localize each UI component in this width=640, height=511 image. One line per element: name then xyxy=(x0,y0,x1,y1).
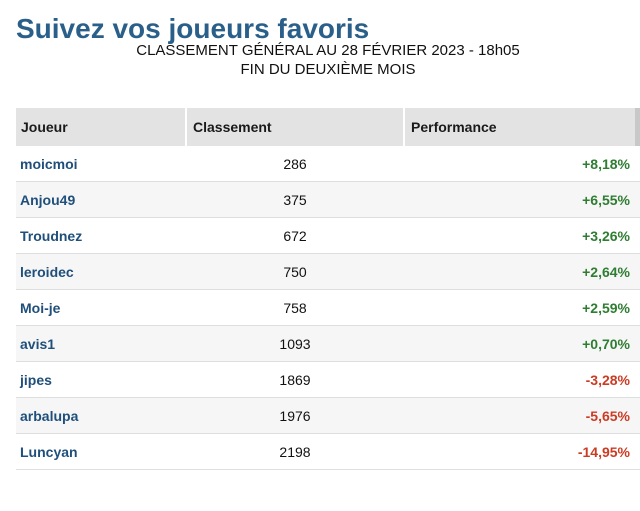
player-rank: 375 xyxy=(186,181,404,218)
table-row: Troudnez 672 +3,26% xyxy=(16,217,640,254)
table-row: leroidec 750 +2,64% xyxy=(16,253,640,290)
player-rank: 1976 xyxy=(186,397,404,434)
player-rank: 1093 xyxy=(186,325,404,362)
table-row: Anjou49 375 +6,55% xyxy=(16,181,640,218)
table-row: avis1 1093 +0,70% xyxy=(16,325,640,362)
player-name-link[interactable]: Troudnez xyxy=(16,217,186,254)
player-rank: 286 xyxy=(186,146,404,182)
player-rank: 1869 xyxy=(186,361,404,398)
player-name-link[interactable]: moicmoi xyxy=(16,146,186,182)
table-row: Moi-je 758 +2,59% xyxy=(16,289,640,326)
player-performance: +2,59% xyxy=(404,289,640,326)
favorites-table-container: Joueur Classement Performance moicmoi 286… xyxy=(16,108,640,470)
table-body: moicmoi 286 +8,18% Anjou49 375 +6,55% Troudnez… xyxy=(16,146,640,470)
player-performance: -3,28% xyxy=(404,361,640,398)
ranking-date-subtitle: CLASSEMENT GÉNÉRAL AU 28 FÉVRIER 2023 - … xyxy=(136,42,520,59)
player-name-link[interactable]: Moi-je xyxy=(16,289,186,326)
player-performance: +0,70% xyxy=(404,325,640,362)
period-subtitle: FIN DU DEUXIÈME MOIS xyxy=(240,61,416,78)
player-name-link[interactable]: leroidec xyxy=(16,253,186,290)
player-name-link[interactable]: Luncyan xyxy=(16,433,186,470)
page-title: Suivez vos joueurs favoris xyxy=(16,13,370,44)
column-header-player[interactable]: Joueur xyxy=(16,108,187,146)
scroll-edge[interactable] xyxy=(635,108,640,146)
column-header-rank[interactable]: Classement xyxy=(186,108,405,146)
player-name-link[interactable]: arbalupa xyxy=(16,397,186,434)
player-rank: 672 xyxy=(186,217,404,254)
player-rank: 758 xyxy=(186,289,404,326)
player-name-link[interactable]: avis1 xyxy=(16,325,186,362)
player-performance: +6,55% xyxy=(404,181,640,218)
table-header-row: Joueur Classement Performance xyxy=(16,108,640,146)
player-performance: -14,95% xyxy=(404,433,640,470)
player-performance: -5,65% xyxy=(404,397,640,434)
player-name-link[interactable]: Anjou49 xyxy=(16,181,186,218)
favorites-table: Joueur Classement Performance moicmoi 286… xyxy=(16,108,640,470)
player-performance: +3,26% xyxy=(404,217,640,254)
player-name-link[interactable]: jipes xyxy=(16,361,186,398)
player-rank: 2198 xyxy=(186,433,404,470)
table-row: Luncyan 2198 -14,95% xyxy=(16,433,640,470)
table-row: jipes 1869 -3,28% xyxy=(16,361,640,398)
table-row: arbalupa 1976 -5,65% xyxy=(16,397,640,434)
player-rank: 750 xyxy=(186,253,404,290)
table-row: moicmoi 286 +8,18% xyxy=(16,146,640,182)
player-performance: +2,64% xyxy=(404,253,640,290)
player-performance: +8,18% xyxy=(404,146,640,182)
column-header-performance[interactable]: Performance xyxy=(404,108,640,146)
